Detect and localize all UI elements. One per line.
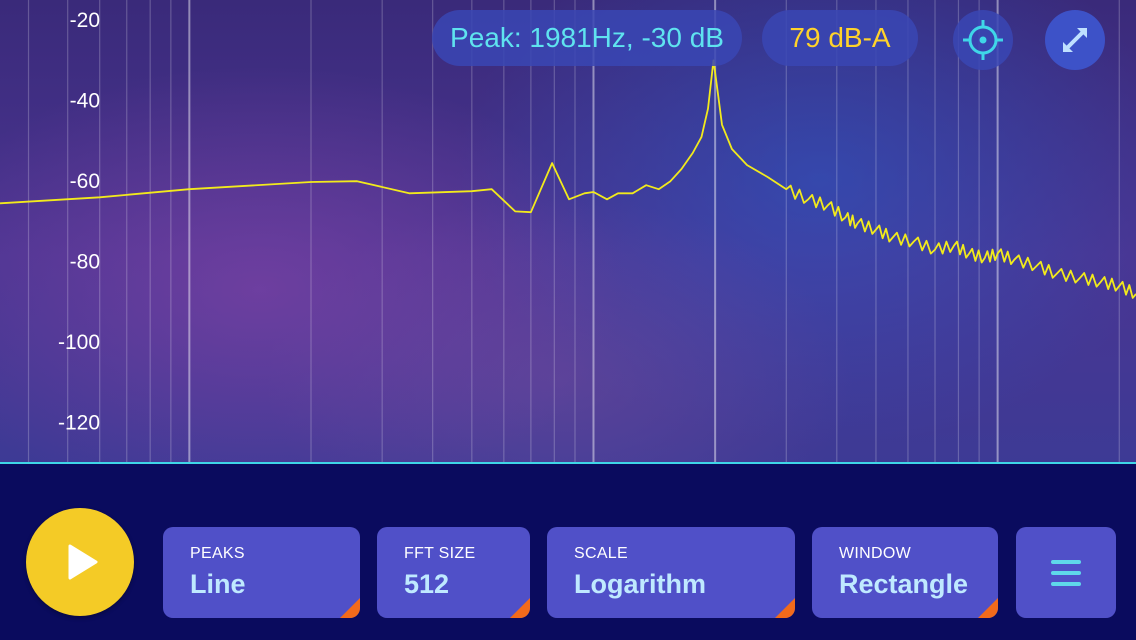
spectrum-trace-layer: [0, 59, 1136, 299]
y-tick-label: -60: [70, 170, 100, 193]
y-axis-labels: -20 -40 -60 -80 -100 -120: [58, 9, 100, 435]
frequency-grid: [27, 0, 1120, 463]
level-readout[interactable]: 79 dB-A: [762, 10, 918, 66]
dropdown-corner-icon: [775, 598, 795, 618]
fft-size-value: 512: [404, 569, 450, 599]
scale-selector[interactable]: SCALE Logarithm: [547, 527, 795, 618]
dropdown-corner-icon: [978, 598, 998, 618]
expand-icon: [1063, 28, 1087, 52]
window-caption: WINDOW: [839, 545, 912, 562]
fft-size-caption: FFT SIZE: [404, 545, 476, 562]
y-tick-label: -120: [58, 412, 100, 435]
peaks-caption: PEAKS: [190, 545, 245, 562]
window-value: Rectangle: [839, 569, 969, 599]
dropdown-corner-icon: [340, 598, 360, 618]
window-selector[interactable]: WINDOW Rectangle: [812, 527, 998, 618]
peaks-selector[interactable]: PEAKS Line: [163, 527, 360, 618]
spectrum-chart: -20 -40 -60 -80 -100 -120: [0, 0, 1136, 463]
y-tick-label: -100: [58, 331, 100, 354]
y-tick-label: -20: [70, 9, 100, 32]
spectrum-plot[interactable]: -20 -40 -60 -80 -100 -120: [0, 0, 1136, 463]
play-icon: [68, 544, 98, 580]
play-button[interactable]: [26, 508, 134, 616]
fft-size-selector[interactable]: FFT SIZE 512: [377, 527, 530, 618]
y-tick-label: -80: [70, 251, 100, 274]
spectrum-trace: [0, 59, 1136, 299]
scale-caption: SCALE: [574, 545, 628, 562]
crosshair-button[interactable]: [953, 10, 1013, 70]
axis-baseline: [0, 462, 1136, 464]
peaks-value: Line: [190, 569, 246, 599]
y-tick-label: -40: [70, 90, 100, 113]
expand-button[interactable]: [1045, 10, 1105, 70]
crosshair-icon: [963, 20, 1003, 60]
scale-value: Logarithm: [574, 569, 706, 599]
hamburger-menu-icon: [1051, 559, 1081, 586]
dropdown-corner-icon: [510, 598, 530, 618]
menu-button[interactable]: [1016, 527, 1116, 618]
peak-readout[interactable]: Peak: 1981Hz, -30 dB: [432, 10, 742, 66]
